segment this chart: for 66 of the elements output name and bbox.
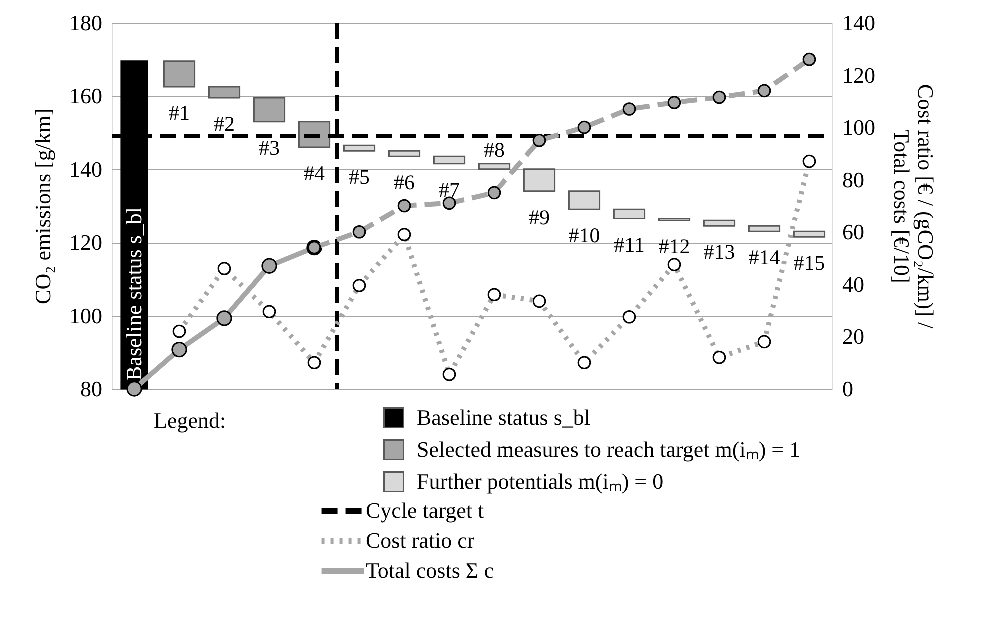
point xyxy=(126,381,142,397)
x-tick-label: #1 xyxy=(169,101,190,126)
legend-label: Further potentials m(iₘ) = 0 xyxy=(417,469,664,494)
bar xyxy=(613,208,646,220)
legend-label: Cycle target t xyxy=(366,498,484,523)
x-tick-label: #6 xyxy=(394,170,415,195)
x-tick-label: #10 xyxy=(568,224,600,248)
bar xyxy=(433,156,466,165)
x-tick-label: #15 xyxy=(794,251,826,276)
bar xyxy=(523,168,556,192)
point xyxy=(352,225,366,239)
x-tick-label: #11 xyxy=(614,232,645,257)
y2-tick-label: 80 xyxy=(842,167,864,192)
bar xyxy=(748,225,781,232)
point xyxy=(668,96,682,110)
y2-tick-label: 0 xyxy=(842,376,854,402)
y2-tick-label: 120 xyxy=(842,62,876,88)
bar xyxy=(703,220,736,227)
y-axis-title: CO₂ emissions [g/km] xyxy=(30,108,56,304)
y2-tick-label: 100 xyxy=(842,115,876,140)
point xyxy=(442,196,456,210)
legend-label: Selected measures to reach target m(iₘ) = 1 xyxy=(417,437,801,462)
point xyxy=(532,134,546,148)
bar xyxy=(388,150,421,158)
y-tick-label: 180 xyxy=(70,10,102,36)
x-tick-label: #2 xyxy=(214,112,235,136)
x-tick-label: #14 xyxy=(748,246,781,270)
y2-tick-label: 60 xyxy=(842,220,864,245)
x-tick-label: #9 xyxy=(529,205,550,230)
legend-label: Baseline status s_bl xyxy=(417,405,591,430)
y-tick-label: 140 xyxy=(70,156,102,182)
bar xyxy=(343,144,376,152)
y2-tick-label: 140 xyxy=(842,10,876,36)
x-tick-label: #7 xyxy=(439,178,460,202)
point xyxy=(216,310,232,326)
y2-tick-label: 20 xyxy=(842,324,864,350)
y-tick-label: 100 xyxy=(70,303,102,328)
x-tick-label: #8 xyxy=(484,138,505,162)
legend-label: Cost ratio cr xyxy=(366,528,476,553)
x-tick-label: #3 xyxy=(259,136,280,160)
x-tick-label: #13 xyxy=(704,240,736,264)
y-tick-label: 80 xyxy=(80,376,102,402)
y-tick-label: 160 xyxy=(70,84,102,109)
point xyxy=(398,199,412,213)
point xyxy=(488,186,502,200)
bar xyxy=(163,60,196,88)
point xyxy=(622,102,636,116)
bar xyxy=(478,163,511,170)
legend-title: Legend: xyxy=(154,408,226,433)
x-tick-label: #5 xyxy=(349,165,370,190)
y2-axis-title: Cost ratio [€ / (gCO₂/km)] / Total costs [€/10] xyxy=(890,84,938,330)
point xyxy=(712,90,726,104)
y2-tick-label: 40 xyxy=(842,272,864,297)
point xyxy=(172,342,188,358)
y-tick-label: 120 xyxy=(70,230,102,256)
bar xyxy=(793,230,826,238)
point xyxy=(802,52,816,66)
x-tick-label: #12 xyxy=(658,234,690,259)
point xyxy=(262,258,278,274)
x-tick-label: Baseline status s_bl xyxy=(122,207,146,381)
bar xyxy=(298,121,331,148)
bar xyxy=(568,190,601,210)
point xyxy=(578,120,592,134)
x-tick-label: #4 xyxy=(304,161,326,186)
legend-label: Total costs Σ c xyxy=(366,558,494,583)
point xyxy=(758,84,772,98)
